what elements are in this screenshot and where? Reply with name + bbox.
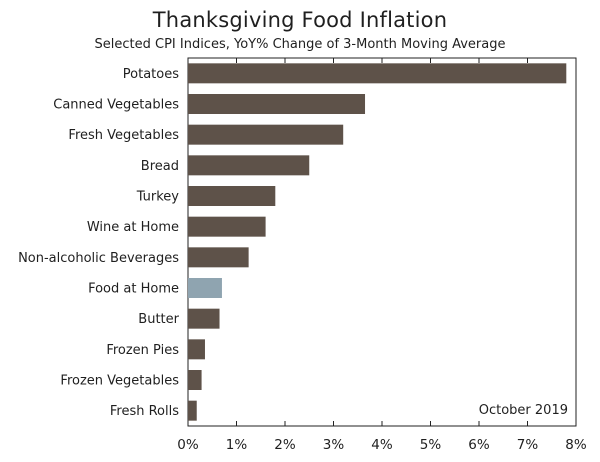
category-label-frozen-vegetables: Frozen Vegetables [60, 374, 179, 389]
category-label-turkey: Turkey [136, 190, 180, 205]
bar-canned-vegetables [188, 94, 366, 114]
category-label-fresh-vegetables: Fresh Vegetables [68, 128, 179, 143]
x-tick-label: 4% [371, 437, 393, 453]
x-tick-label: 7% [517, 437, 539, 453]
x-tick-label: 2% [274, 437, 296, 453]
bar-turkey [188, 186, 276, 206]
category-label-non-alcoholic-beverages: Non-alcoholic Beverages [18, 251, 179, 266]
bar-butter [188, 308, 220, 329]
category-label-canned-vegetables: Canned Vegetables [53, 98, 179, 113]
bar-bread [188, 155, 310, 176]
x-tick-label: 0% [177, 437, 199, 453]
x-tick-label: 6% [468, 437, 490, 453]
x-tick-label: 5% [420, 437, 442, 453]
bar-wine-at-home [188, 216, 266, 237]
chart-annotation: October 2019 [479, 403, 568, 418]
category-label-frozen-pies: Frozen Pies [106, 343, 179, 358]
chart-subtitle: Selected CPI Indices, YoY% Change of 3-M… [94, 37, 506, 52]
category-label-fresh-rolls: Fresh Rolls [110, 404, 179, 419]
x-tick-label: 1% [226, 437, 248, 453]
x-tick-label: 8% [565, 437, 587, 453]
bar-frozen-vegetables [188, 370, 202, 390]
x-tick-label: 3% [323, 437, 345, 453]
category-label-wine-at-home: Wine at Home [87, 220, 179, 235]
chart-title: Thanksgiving Food Inflation [152, 8, 448, 32]
bar-frozen-pies [188, 339, 205, 360]
category-label-potatoes: Potatoes [123, 67, 179, 82]
bar-potatoes [188, 63, 567, 84]
bar-non-alcoholic-beverages [188, 247, 249, 268]
bar-fresh-vegetables [188, 124, 344, 145]
bar-fresh-rolls [188, 400, 197, 421]
bar-food-at-home [188, 278, 222, 298]
category-label-food-at-home: Food at Home [88, 282, 179, 297]
category-label-butter: Butter [138, 312, 179, 327]
category-label-bread: Bread [141, 159, 179, 174]
